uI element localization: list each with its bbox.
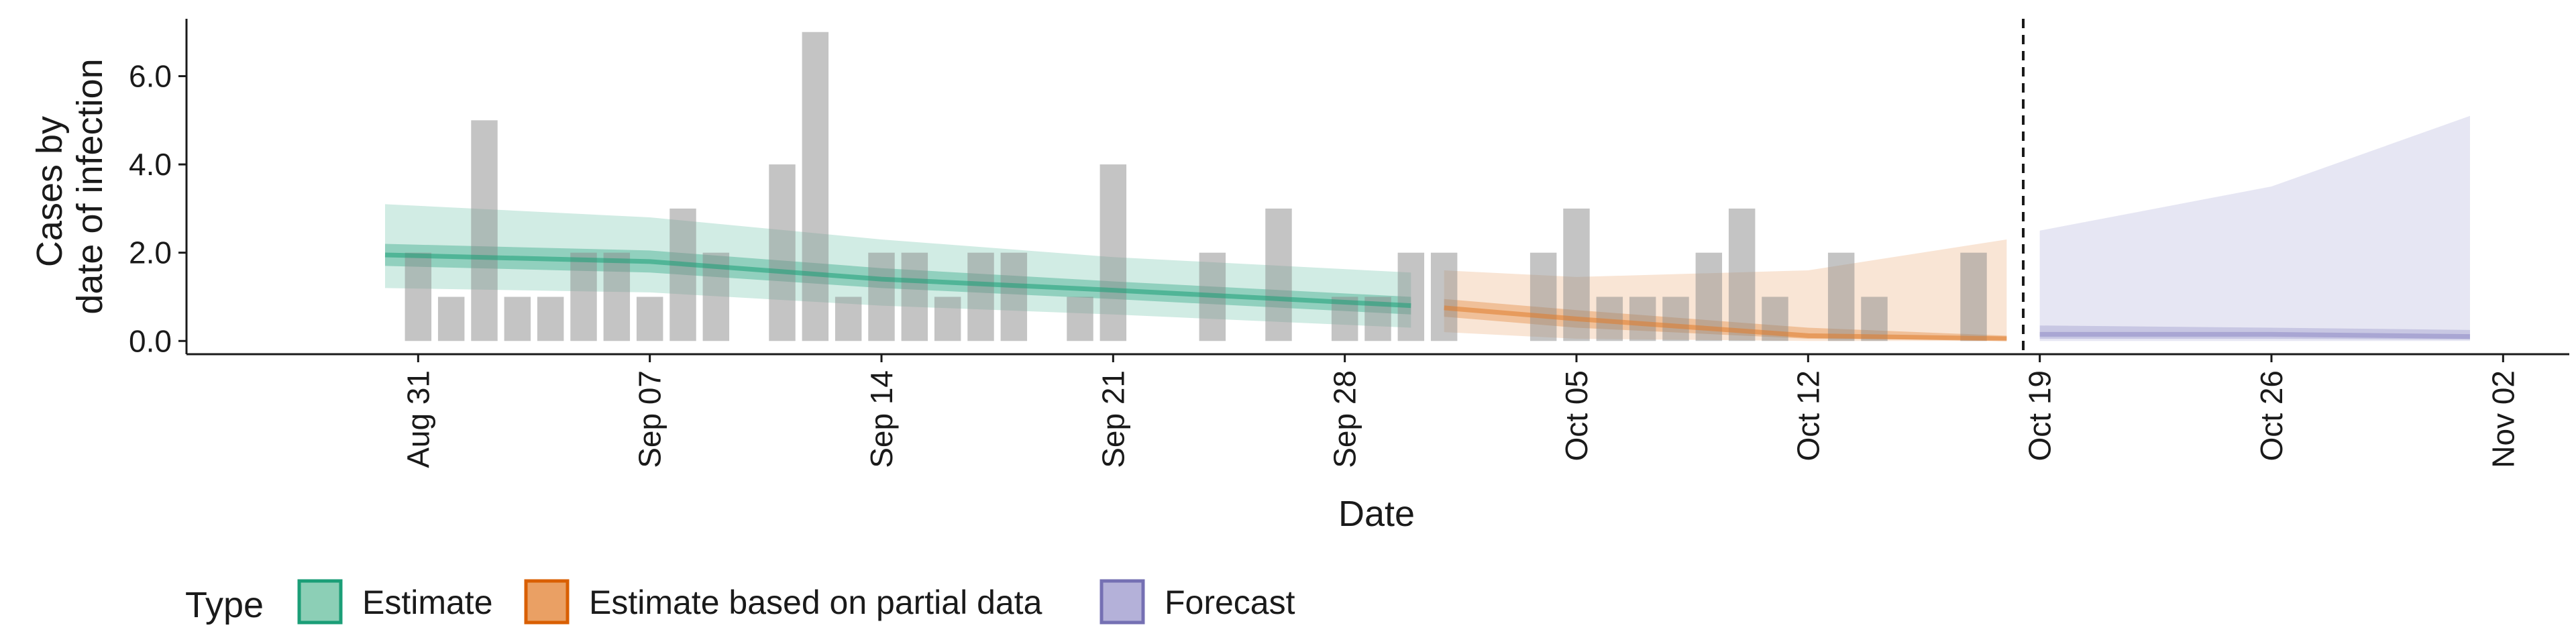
legend-label-partial: Estimate based on partial data <box>589 584 1042 621</box>
bar <box>537 297 564 341</box>
bar <box>835 297 862 341</box>
bar <box>570 252 597 341</box>
legend-label-estimate: Estimate <box>362 584 493 621</box>
y-axis-title: Cases by date of infection <box>30 58 110 314</box>
legend-label-forecast: Forecast <box>1165 584 1295 621</box>
bar <box>1000 252 1028 341</box>
bar <box>967 252 994 341</box>
bar <box>437 297 465 341</box>
x-tick-label: Aug 31 <box>400 370 435 468</box>
x-tick-label: Oct 26 <box>2254 370 2289 462</box>
bar <box>405 252 432 341</box>
axes <box>185 19 2569 356</box>
legend-title: Type <box>185 585 264 625</box>
median-line-estimate-based-on-partial-data <box>1444 305 2007 341</box>
ribbon-90-estimate <box>385 204 1411 328</box>
x-tick-label: Sep 21 <box>1095 370 1130 468</box>
x-axis-title: Date <box>1338 494 1415 534</box>
bar <box>669 208 696 341</box>
x-tick-label: Sep 28 <box>1328 370 1362 468</box>
bar <box>603 252 631 341</box>
bar <box>1827 252 1855 341</box>
bar <box>1067 297 1093 341</box>
legend-key-forecast <box>1099 579 1145 625</box>
bar <box>1728 208 1756 341</box>
ribbon-90-forecast <box>2039 115 2470 341</box>
x-ticks: Aug 31 Sep 07 Sep 14 Sep 21 Sep 28 Oct 05 Oct … <box>400 354 2520 468</box>
bar <box>1662 297 1689 341</box>
bar <box>1960 252 1987 341</box>
bar <box>1529 252 1557 341</box>
bar <box>636 297 663 341</box>
x-tick-label: Sep 07 <box>633 370 667 468</box>
legend-key-partial <box>524 579 570 625</box>
bar <box>901 252 928 341</box>
median-layer <box>384 252 2471 341</box>
bar <box>471 120 498 341</box>
bar <box>1265 208 1292 341</box>
bar <box>802 32 829 341</box>
x-tick-label: Oct 12 <box>1790 370 1825 462</box>
bar <box>1629 297 1656 341</box>
bar <box>868 252 895 341</box>
legend-key-estimate <box>297 579 343 625</box>
legend: Type Estimate Estimate based on partial … <box>185 579 1295 625</box>
y-ticks: 0.0 2.0 4.0 6.0 <box>129 59 186 358</box>
x-tick-label: Oct 19 <box>2023 370 2057 462</box>
x-tick-label: Sep 14 <box>864 370 899 468</box>
ribbon-layer <box>385 115 2470 341</box>
bar-layer <box>405 32 1987 341</box>
bar <box>1861 297 1888 341</box>
bar <box>504 297 531 341</box>
y-axis-title-line-2: date of infection <box>70 58 110 314</box>
median-line-estimate <box>384 252 1411 309</box>
y-tick-label: 6.0 <box>129 59 172 94</box>
bar <box>1397 252 1425 341</box>
bar <box>1099 164 1127 341</box>
y-tick-label: 2.0 <box>129 235 172 270</box>
bar <box>769 164 796 341</box>
bar <box>1430 252 1458 341</box>
bar <box>934 297 961 341</box>
y-axis-title-line-1: Cases by <box>30 116 70 267</box>
y-tick-label: 0.0 <box>129 323 172 358</box>
x-tick-label: Oct 05 <box>1559 370 1594 462</box>
median-line-forecast <box>2039 331 2471 339</box>
x-tick-label: Nov 02 <box>2485 370 2520 468</box>
y-tick-label: 4.0 <box>129 147 172 182</box>
